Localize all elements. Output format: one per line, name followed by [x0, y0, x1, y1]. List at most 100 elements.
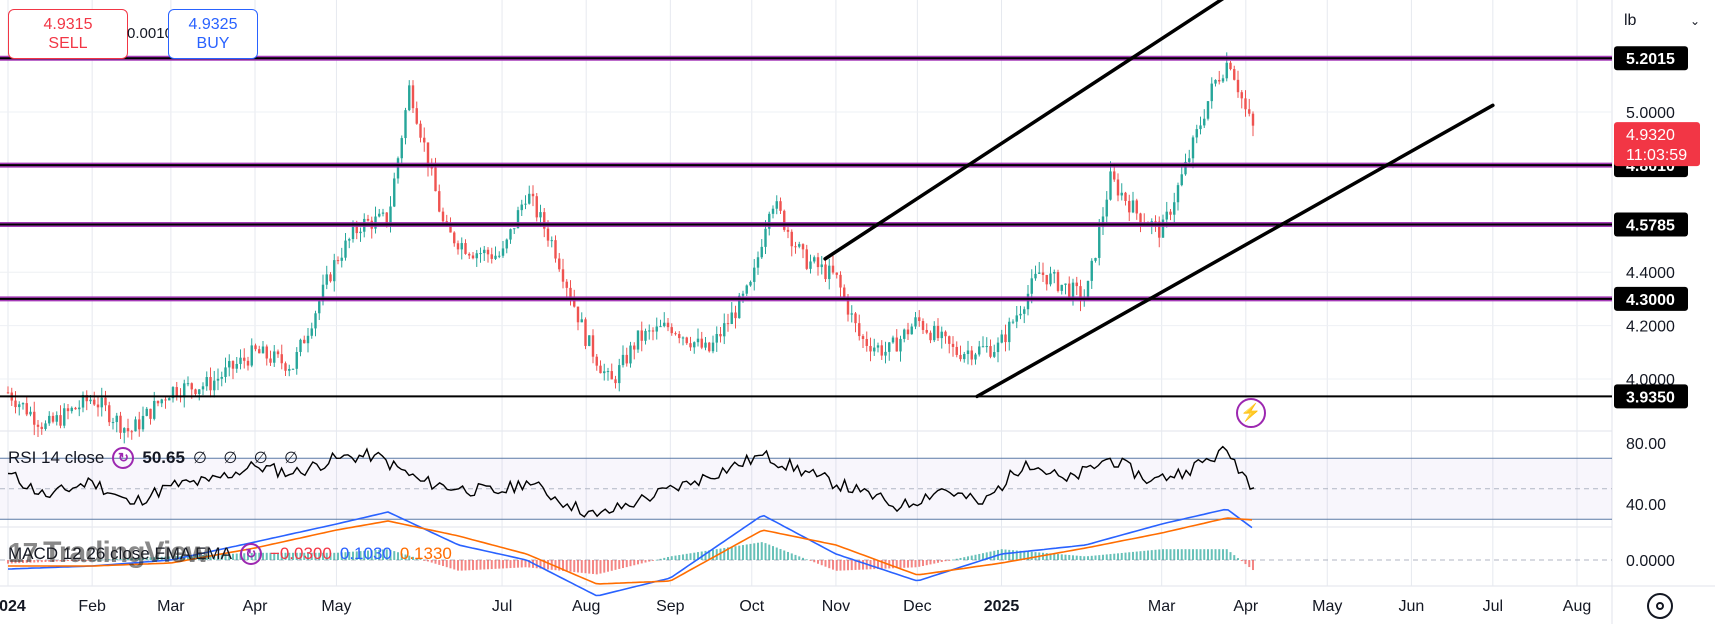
macd-hist-bar	[757, 542, 759, 560]
candle-body	[239, 357, 242, 364]
macd-hist-bar	[1008, 549, 1011, 560]
macd-hist-bar	[903, 560, 906, 568]
macd-hist-bar	[535, 560, 538, 569]
macd-hist-bar	[273, 552, 276, 560]
macd-hist-bar	[404, 554, 407, 560]
level-price-label: 4.5785	[1614, 212, 1688, 237]
candle-body	[678, 334, 681, 339]
macd-hist-bar	[74, 560, 77, 561]
candle-body	[663, 322, 666, 327]
macd-hist-bar	[153, 557, 156, 560]
macd-hist-bar	[708, 550, 711, 560]
macd-hist-bar	[427, 560, 429, 562]
macd-hist-bar	[217, 554, 219, 560]
candle-body	[123, 428, 126, 433]
level-price-label: 5.2015	[1614, 46, 1688, 71]
candle-body	[970, 350, 973, 360]
date-tick-label: Mar	[1148, 598, 1176, 615]
refresh-circle-icon[interactable]: ↻	[112, 447, 135, 469]
candle-body	[1139, 213, 1142, 224]
macd-hist-bar	[742, 545, 744, 560]
candle-body	[490, 254, 493, 259]
date-tick-label: Apr	[1233, 598, 1259, 615]
candle-body	[1000, 334, 1003, 343]
date-tick-label: Mar	[157, 598, 185, 615]
settings-icon[interactable]	[1647, 593, 1673, 619]
buy-button[interactable]: 4.9325 BUY	[168, 9, 258, 59]
candle-body	[621, 354, 625, 366]
candle-body	[40, 426, 43, 429]
macd-hist-bar	[310, 552, 313, 560]
macd-hist-bar	[824, 560, 827, 567]
macd-hist-bar	[648, 560, 651, 562]
candle-body	[14, 400, 17, 408]
candle-body	[861, 336, 865, 340]
macd-hist-bar	[547, 560, 549, 570]
macd-hist-bar	[52, 560, 54, 562]
candle-body	[224, 367, 227, 377]
date-tick-label: 2024	[0, 598, 26, 615]
rsi-legend[interactable]: RSI 14 close ↻ 50.65 ∅ ∅ ∅ ∅	[8, 446, 304, 470]
macd-hist-bar	[862, 560, 864, 570]
candle-body	[36, 424, 40, 427]
candle-body	[1176, 185, 1180, 203]
macd-hist-bar	[562, 560, 564, 571]
macd-hist-bar	[1090, 555, 1093, 560]
macd-hist-bar	[910, 560, 913, 568]
candle-body	[670, 327, 673, 334]
unit-selector[interactable]: lb ⌄	[1616, 6, 1708, 36]
candle-body	[1210, 83, 1213, 102]
macd-line	[7, 508, 1253, 597]
candle-body	[6, 392, 10, 394]
candle-body	[648, 330, 651, 332]
sell-button[interactable]: 4.9315 SELL	[8, 9, 128, 59]
macd-legend[interactable]: MACD 12 26 close EMA EMA ↻ −0.0300 0.103…	[8, 542, 452, 566]
macd-hist-bar	[314, 552, 317, 560]
candle-body	[1188, 158, 1191, 162]
candle-body	[186, 383, 190, 385]
macd-hist-bar	[213, 554, 216, 560]
macd-hist-bar	[622, 560, 624, 569]
macd-hist-bar	[224, 554, 227, 560]
macd-hist-bar	[1087, 556, 1089, 560]
candle-body	[730, 312, 733, 325]
macd-hist-bar	[944, 560, 947, 562]
candle-body	[693, 342, 696, 348]
candle-body	[828, 265, 831, 280]
rsi-pane: 80.00 40.00	[0, 436, 1666, 520]
candle-body	[764, 228, 767, 247]
level-label-text: 5.2015	[1626, 51, 1675, 68]
candle-body	[888, 342, 891, 352]
candle-body	[78, 407, 81, 410]
macd-hist-bar	[1053, 553, 1056, 560]
refresh-circle-icon[interactable]: ↻	[239, 543, 262, 565]
macd-hist-bar	[528, 560, 531, 568]
candle-body	[933, 325, 936, 341]
macd-hist-bar	[858, 560, 861, 570]
candle-body	[1199, 125, 1202, 130]
candle-body	[1161, 219, 1165, 238]
candle-body	[520, 204, 523, 211]
candle-body	[59, 415, 62, 426]
macd-hist-bar	[138, 557, 141, 560]
candle-body	[29, 411, 32, 415]
macd-hist-bar	[1252, 560, 1254, 571]
flash-icon[interactable]: ⚡	[1236, 398, 1266, 428]
macd-hist-bar	[832, 560, 834, 570]
candle-body	[141, 415, 145, 430]
macd-hist-bar	[719, 548, 722, 560]
macd-hist-bar	[595, 560, 598, 575]
macd-hist-bar	[1075, 555, 1078, 560]
level-label-box	[1614, 46, 1688, 71]
macd-hist-bar	[355, 551, 358, 560]
macd-hist-bar	[1207, 549, 1209, 560]
candle-body	[408, 85, 411, 111]
candle-body	[659, 326, 662, 328]
candle-body	[1184, 161, 1187, 175]
macd-hist-bar	[787, 551, 789, 560]
candle-body	[513, 228, 516, 230]
macd-hist-bar	[78, 560, 81, 561]
macd-hist-bar	[303, 552, 306, 560]
macd-hist-bar	[697, 552, 699, 560]
